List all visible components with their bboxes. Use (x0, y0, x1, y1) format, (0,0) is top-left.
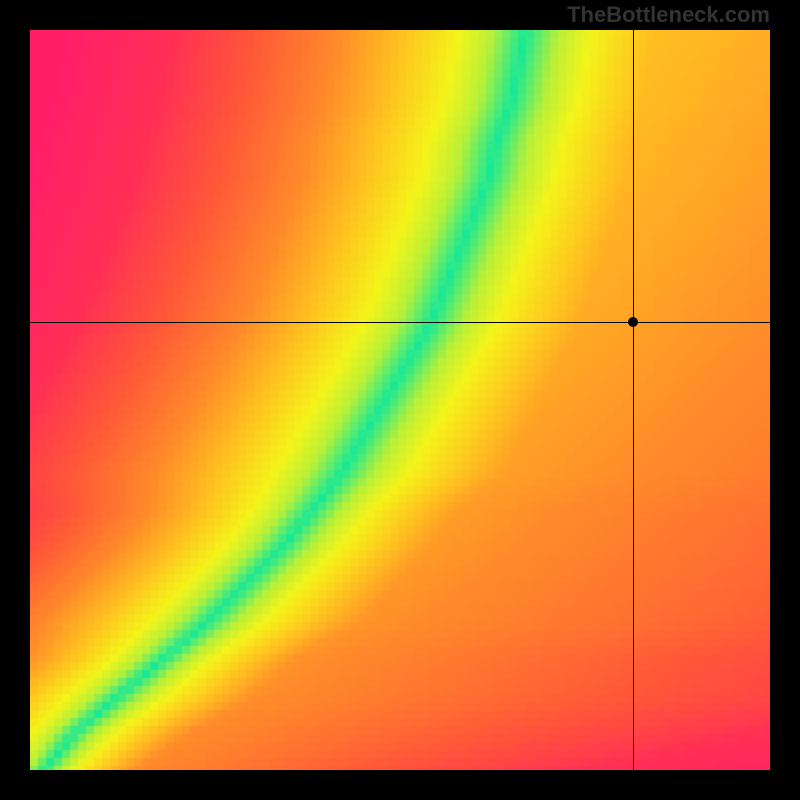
crosshair-vertical (633, 30, 634, 770)
watermark-text: TheBottleneck.com (567, 2, 770, 28)
heatmap-canvas (30, 30, 770, 770)
heatmap-plot (30, 30, 770, 770)
crosshair-marker (628, 317, 638, 327)
crosshair-horizontal (30, 322, 770, 323)
